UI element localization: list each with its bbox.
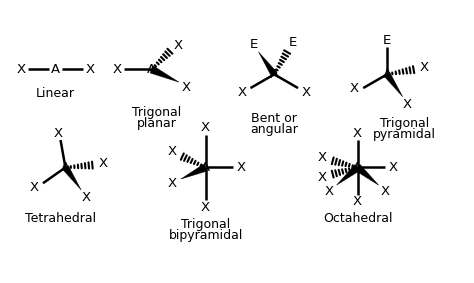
Text: Linear: Linear bbox=[36, 87, 75, 100]
Text: A: A bbox=[353, 161, 362, 174]
Polygon shape bbox=[355, 164, 379, 185]
Text: X: X bbox=[85, 63, 94, 76]
Text: X: X bbox=[238, 87, 247, 99]
Text: X: X bbox=[324, 185, 333, 198]
Text: X: X bbox=[29, 181, 39, 194]
Text: Trigonal: Trigonal bbox=[132, 106, 181, 119]
Text: A: A bbox=[270, 68, 279, 81]
Polygon shape bbox=[150, 66, 179, 82]
Text: A: A bbox=[201, 161, 210, 174]
Polygon shape bbox=[181, 164, 207, 179]
Text: A: A bbox=[147, 63, 156, 76]
Text: A: A bbox=[383, 68, 392, 81]
Text: X: X bbox=[388, 161, 397, 174]
Text: X: X bbox=[318, 151, 327, 164]
Text: X: X bbox=[237, 161, 246, 174]
Text: X: X bbox=[403, 98, 412, 111]
Text: Trigonal: Trigonal bbox=[380, 117, 429, 130]
Text: X: X bbox=[167, 145, 176, 158]
Text: A: A bbox=[61, 161, 70, 174]
Polygon shape bbox=[384, 72, 403, 97]
Text: X: X bbox=[173, 39, 182, 52]
Text: bipyramidal: bipyramidal bbox=[168, 229, 243, 242]
Text: X: X bbox=[419, 61, 429, 74]
Text: Octahedral: Octahedral bbox=[323, 212, 392, 225]
Text: X: X bbox=[353, 195, 362, 208]
Text: Trigonal: Trigonal bbox=[181, 218, 230, 231]
Text: planar: planar bbox=[137, 117, 176, 130]
Text: X: X bbox=[301, 87, 310, 99]
Text: angular: angular bbox=[250, 123, 298, 136]
Text: X: X bbox=[113, 63, 122, 76]
Text: E: E bbox=[249, 38, 258, 51]
Text: E: E bbox=[289, 36, 297, 49]
Text: X: X bbox=[99, 156, 108, 170]
Text: E: E bbox=[383, 33, 391, 46]
Text: X: X bbox=[182, 81, 191, 94]
Text: X: X bbox=[201, 201, 210, 214]
Text: Bent or: Bent or bbox=[251, 112, 297, 125]
Polygon shape bbox=[258, 52, 277, 76]
Text: X: X bbox=[350, 82, 359, 95]
Text: X: X bbox=[353, 127, 362, 140]
Text: X: X bbox=[82, 191, 91, 204]
Text: Tetrahedral: Tetrahedral bbox=[25, 212, 96, 225]
Text: X: X bbox=[17, 63, 26, 76]
Text: X: X bbox=[381, 185, 390, 198]
Text: X: X bbox=[201, 121, 210, 134]
Polygon shape bbox=[337, 164, 360, 185]
Text: pyramidal: pyramidal bbox=[373, 128, 436, 141]
Text: X: X bbox=[54, 127, 63, 140]
Text: X: X bbox=[167, 177, 176, 190]
Text: X: X bbox=[318, 171, 327, 184]
Text: A: A bbox=[51, 63, 60, 76]
Polygon shape bbox=[63, 166, 81, 190]
